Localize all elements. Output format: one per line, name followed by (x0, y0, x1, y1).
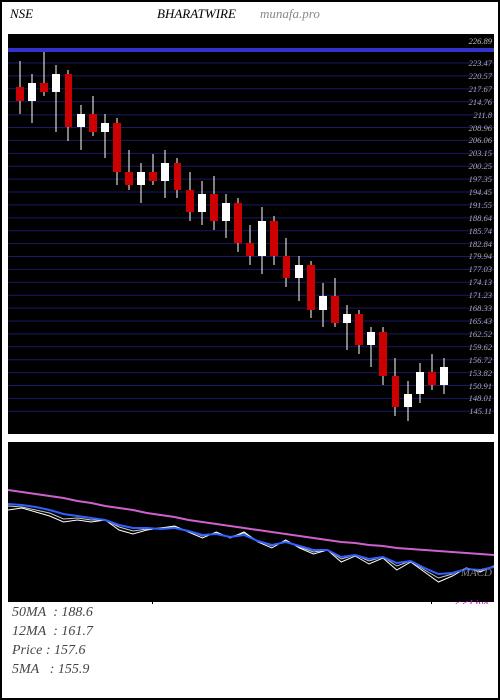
candle (416, 34, 424, 434)
indicator-panel[interactable]: MACD (8, 442, 494, 602)
candle (198, 34, 206, 434)
candle (65, 34, 73, 434)
candle (77, 34, 85, 434)
candle (307, 34, 315, 434)
stat-row: 50MA : 188.6 (12, 604, 494, 623)
stat-row: 5MA : 155.9 (12, 661, 494, 680)
candle (16, 34, 24, 434)
candle (52, 34, 60, 434)
candle (222, 34, 230, 434)
stats-panel: 50MA : 188.612MA : 161.7Price : 157.65MA… (8, 604, 494, 696)
candle (283, 34, 291, 434)
candle (295, 34, 303, 434)
candle (234, 34, 242, 434)
indicator-lines (8, 442, 494, 602)
candle (392, 34, 400, 434)
candle (319, 34, 327, 434)
candlestick-chart[interactable]: 226.89223.47220.57217.67214.76211.8208.9… (8, 34, 494, 434)
candle (355, 34, 363, 434)
candle-series (8, 34, 494, 434)
candle (440, 34, 448, 434)
candle (101, 34, 109, 434)
candle (367, 34, 375, 434)
stat-row: 12MA : 161.7 (12, 623, 494, 642)
chart-container: NSE BHARATWIRE munafa.pro 226.89223.4722… (0, 0, 500, 700)
symbol-label: BHARATWIRE (157, 6, 236, 22)
candle (379, 34, 387, 434)
candle (149, 34, 157, 434)
source-label: munafa.pro (260, 6, 320, 22)
candle (270, 34, 278, 434)
header: NSE BHARATWIRE munafa.pro (2, 2, 498, 30)
candle (210, 34, 218, 434)
candle (125, 34, 133, 434)
candle (113, 34, 121, 434)
candle (89, 34, 97, 434)
stat-row: Price : 157.6 (12, 642, 494, 661)
candle (331, 34, 339, 434)
candle (28, 34, 36, 434)
candle (246, 34, 254, 434)
candle (161, 34, 169, 434)
exchange-label: NSE (10, 6, 33, 22)
candle (137, 34, 145, 434)
indicator-label: MACD (461, 567, 492, 579)
candle (428, 34, 436, 434)
candle (404, 34, 412, 434)
candle (258, 34, 266, 434)
candle (343, 34, 351, 434)
candle (186, 34, 194, 434)
candle (40, 34, 48, 434)
candle (174, 34, 182, 434)
